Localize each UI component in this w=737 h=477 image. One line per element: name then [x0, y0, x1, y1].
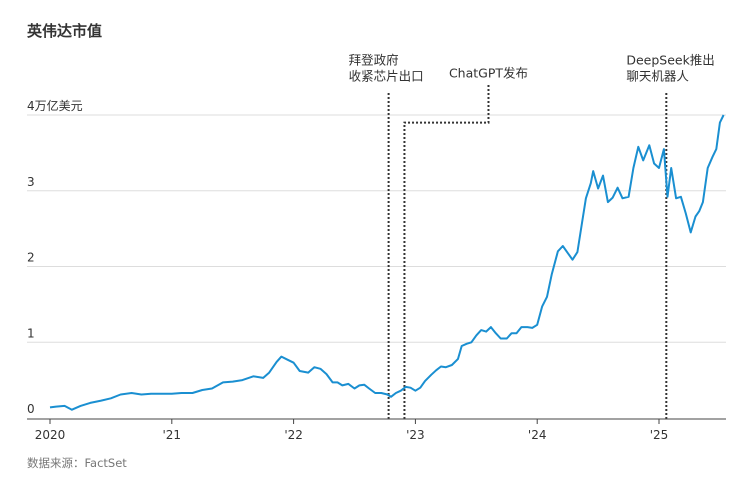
annotation-label: DeepSeek推出聊天机器人: [626, 52, 715, 83]
annotation-label-line: DeepSeek推出: [626, 52, 715, 67]
annotation-label-line: 聊天机器人: [626, 68, 689, 83]
source-note: 数据来源：FactSet: [27, 456, 127, 470]
grid-lines: [27, 114, 726, 343]
x-tick-label: '25: [650, 428, 669, 442]
y-tick-label: 2: [27, 251, 35, 265]
y-unit-label: 4万亿美元: [27, 98, 83, 113]
x-tick-label: '21: [163, 428, 182, 442]
annotation-label-line: 收紧芯片出口: [349, 68, 424, 83]
annotation-label: 拜登政府收紧芯片出口: [349, 52, 424, 83]
annotation-label-line: 拜登政府: [349, 52, 399, 67]
x-tick-label: 2020: [35, 428, 66, 442]
series-line: [49, 114, 725, 411]
chart-title: 英伟达市值: [27, 22, 102, 40]
y-tick-label: 0: [27, 402, 35, 416]
y-tick-label: 1: [27, 326, 35, 340]
y-axis-ticks: 0 1 2 3: [27, 175, 35, 416]
data-series: [49, 114, 725, 411]
annotation-line: [403, 84, 490, 419]
annotations: 拜登政府收紧芯片出口 ChatGPT发布 DeepSeek推出聊天机器人: [349, 52, 715, 419]
x-tick-label: '22: [284, 428, 303, 442]
annotation-label-line: ChatGPT发布: [449, 66, 528, 81]
x-tick-label: '23: [406, 428, 425, 442]
x-tick-label: '24: [528, 428, 547, 442]
y-tick-label: 3: [27, 175, 35, 189]
annotation-label: ChatGPT发布: [449, 66, 528, 81]
x-axis-ticks: 2020 '21 '22 '23 '24 '25: [27, 418, 726, 442]
